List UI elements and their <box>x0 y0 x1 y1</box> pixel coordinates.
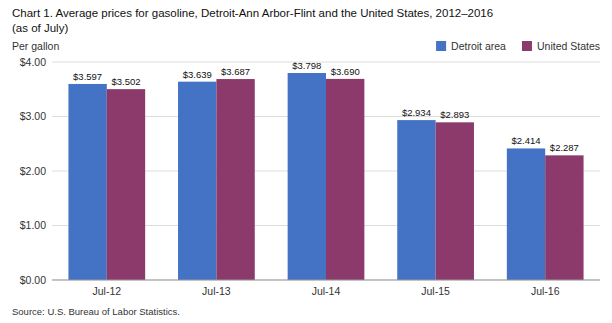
legend-label: Detroit area <box>451 40 506 52</box>
x-axis-line <box>52 280 600 281</box>
bar <box>397 120 435 280</box>
y-axis-label: Per gallon <box>12 40 59 52</box>
data-label: $2.287 <box>550 142 579 153</box>
data-label: $3.798 <box>292 60 321 71</box>
y-tick-label: $0.00 <box>20 274 46 286</box>
x-tick-label: Jul-15 <box>421 285 450 297</box>
data-label: $2.414 <box>511 135 540 146</box>
y-tick-label: $1.00 <box>20 219 46 231</box>
x-tick-label: Jul-13 <box>202 285 231 297</box>
data-label: $3.690 <box>331 66 360 77</box>
legend: United States Detroit area <box>436 40 600 52</box>
bar <box>216 79 254 280</box>
legend-swatch <box>522 41 532 51</box>
y-tick-label: $4.00 <box>20 56 46 68</box>
legend-swatch <box>436 41 446 51</box>
chart: Chart 1. Average prices for gasoline, De… <box>0 0 612 323</box>
data-label: $2.893 <box>440 109 469 120</box>
grid-line <box>52 280 600 281</box>
bar <box>68 84 106 280</box>
bar <box>545 155 583 280</box>
grid-line <box>52 62 600 63</box>
subtitle: (as of July) <box>12 22 68 34</box>
title: Chart 1. Average prices for gasoline, De… <box>12 7 493 19</box>
data-labels: $3.597 $3.639 $3.798 $2.934 $2.414 $3.502 $3.6… <box>73 60 579 153</box>
data-label: $3.639 <box>183 69 212 80</box>
bar <box>178 82 216 280</box>
bar <box>326 79 364 280</box>
bar <box>436 122 474 280</box>
bar <box>107 89 145 280</box>
y-tick-label: $2.00 <box>20 165 46 177</box>
data-label: $3.687 <box>221 66 250 77</box>
x-tick-label: Jul-12 <box>92 285 121 297</box>
x-tick-label: Jul-14 <box>312 285 341 297</box>
y-tick-label: $3.00 <box>20 110 46 122</box>
legend-label: United States <box>537 40 600 52</box>
data-label: $3.502 <box>111 76 140 87</box>
bar <box>288 73 326 280</box>
data-label: $2.934 <box>402 107 431 118</box>
x-tick-label: Jul-16 <box>531 285 560 297</box>
bars <box>68 73 583 280</box>
source: Source: U.S. Bureau of Labor Statistics. <box>12 306 180 317</box>
grid <box>52 62 600 280</box>
data-label: $3.597 <box>73 71 102 82</box>
bar <box>507 148 545 280</box>
